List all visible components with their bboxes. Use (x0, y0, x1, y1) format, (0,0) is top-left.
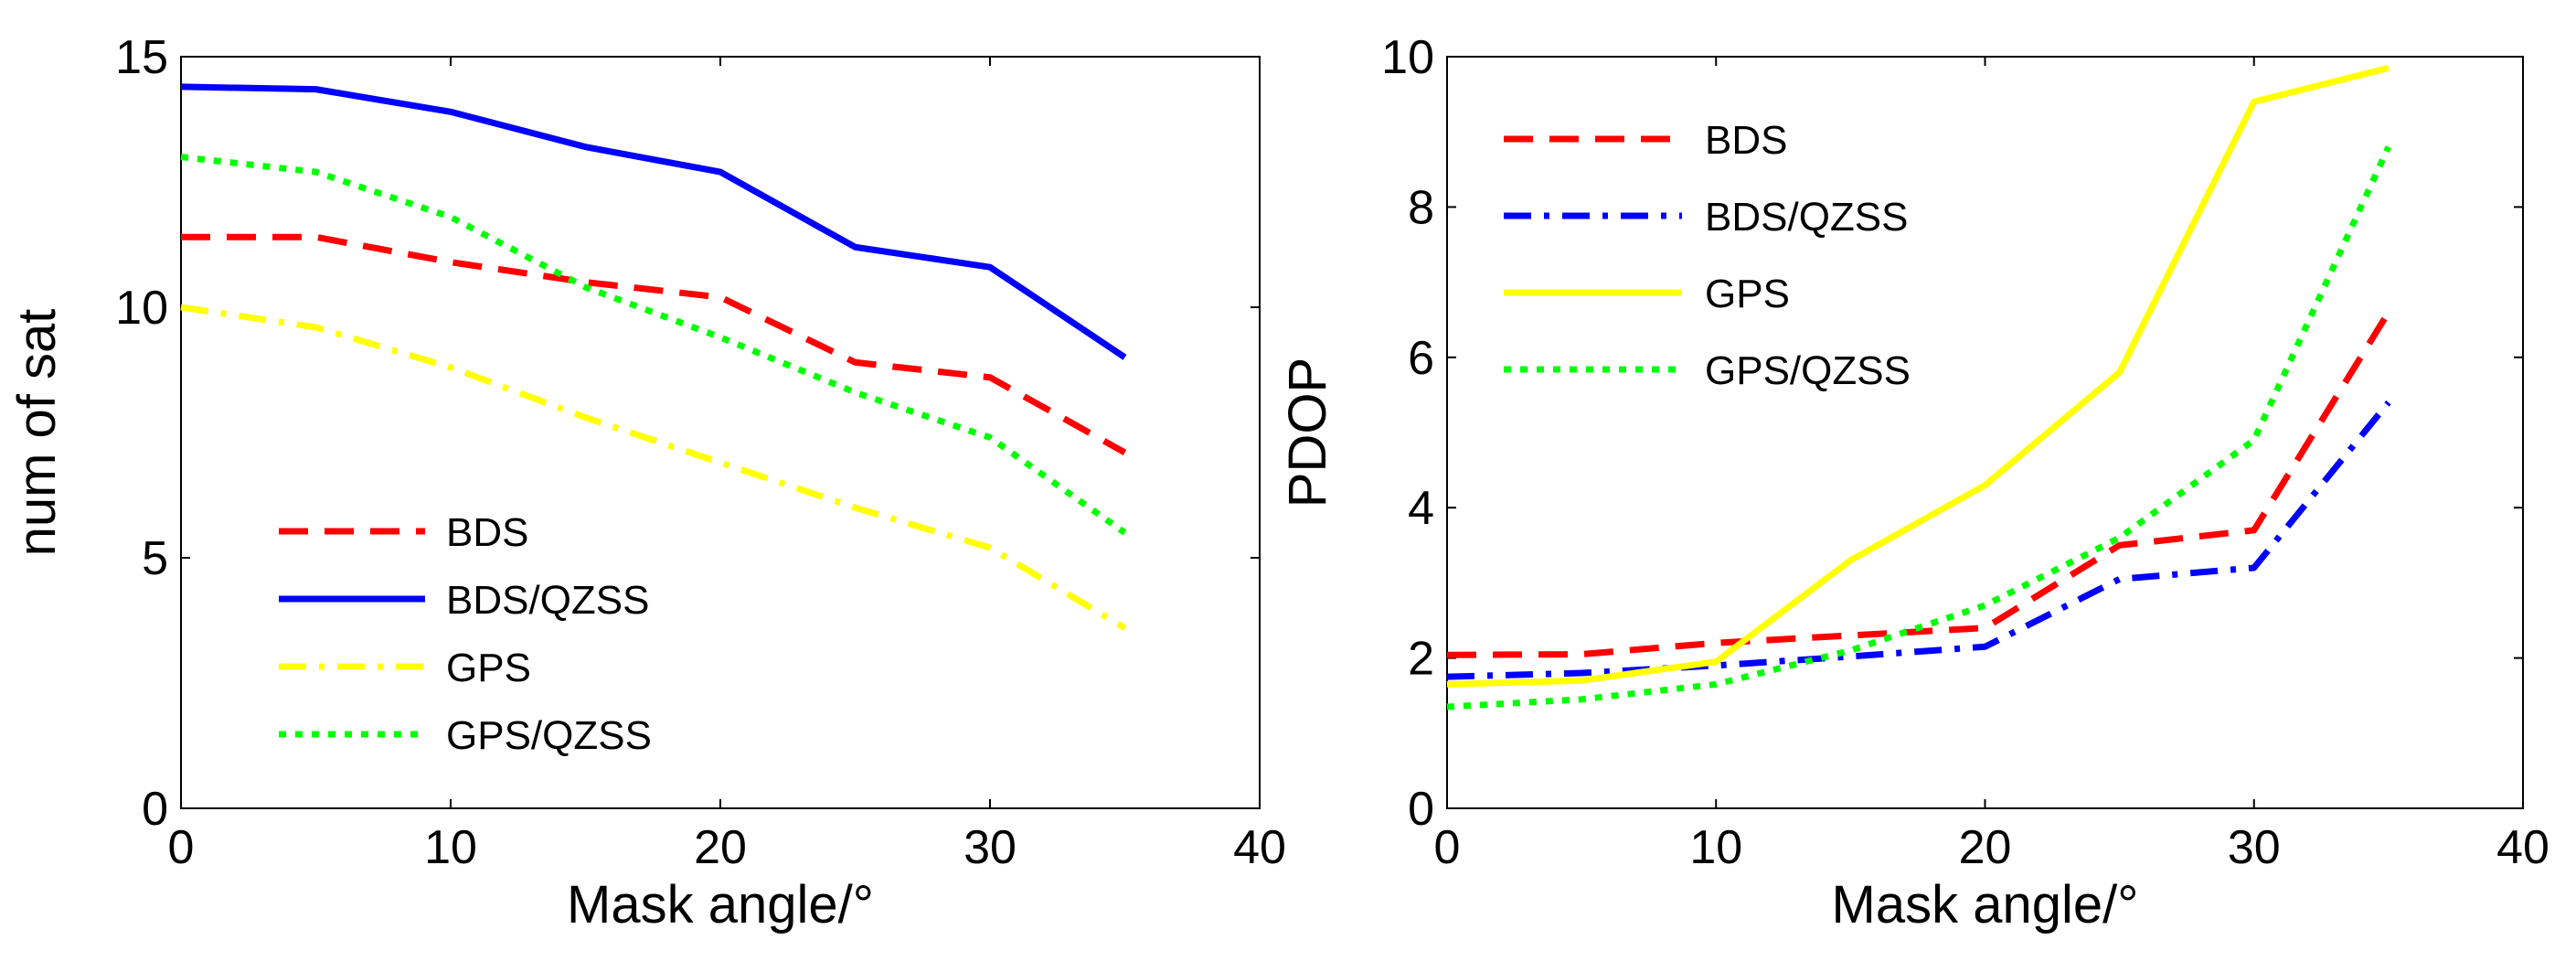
x-tick-label: 20 (1959, 821, 2012, 874)
chart-num-of-sat: 0 10 20 30 40 0 5 10 15 Mask angle/° num of sat BDS… (7, 31, 1286, 935)
y-axis-label: PDOP (1278, 358, 1337, 507)
x-tick-label: 20 (694, 821, 747, 874)
series-line-gps (1446, 64, 2390, 688)
x-tick-label: 30 (2228, 821, 2281, 874)
x-tick-label: 10 (424, 821, 477, 874)
y-tick-label: 5 (142, 532, 168, 585)
y-tick-label: 0 (142, 783, 168, 836)
x-axis-label: Mask angle/° (567, 875, 874, 935)
x-tick-label: 0 (168, 821, 195, 874)
x-tick-label: 30 (963, 821, 1017, 874)
x-tick-label: 0 (1434, 821, 1461, 874)
legend-label: BDS (1705, 118, 1787, 163)
legend-label: GPS (1705, 272, 1790, 316)
legend-label: GPS/QZSS (446, 713, 652, 758)
y-tick-label: 8 (1408, 181, 1434, 234)
plot-area (180, 56, 1261, 809)
y-axis-label: num of sat (7, 309, 67, 557)
legend-label: BDS/QZSS (1705, 195, 1909, 240)
legend-label: BDS (446, 510, 528, 555)
y-tick-label: 4 (1408, 482, 1434, 535)
y-tick-label: 10 (115, 282, 168, 335)
series-line-gps (180, 304, 1127, 631)
series-line-bds (1446, 310, 2391, 658)
plot-area (1446, 56, 2524, 809)
series-line-gps-qzss (1446, 145, 2392, 710)
x-tick-label: 40 (2496, 821, 2549, 874)
y-tick-label: 10 (1381, 31, 1434, 84)
x-tick-label: 40 (1233, 821, 1286, 874)
y-tick-label: 15 (115, 31, 168, 84)
chart-pdop: 0 10 20 30 40 0 2 4 6 8 10 Mask angle/° PDOP BDS BDS/Q… (1278, 31, 2549, 935)
legend-label: GPS/QZSS (1705, 348, 1911, 393)
legend-label: BDS/QZSS (446, 578, 650, 623)
y-tick-label: 2 (1408, 633, 1434, 686)
y-tick-label: 6 (1408, 332, 1434, 385)
y-tick-label: 0 (1408, 783, 1434, 836)
series-line-bds-qzss (180, 83, 1127, 360)
x-tick-label: 10 (1689, 821, 1742, 874)
legend-label: GPS (446, 646, 531, 690)
x-axis-label: Mask angle/° (1832, 875, 2139, 935)
series-line-bds-qzss (1446, 400, 2391, 680)
series-line-bds (181, 233, 1127, 455)
